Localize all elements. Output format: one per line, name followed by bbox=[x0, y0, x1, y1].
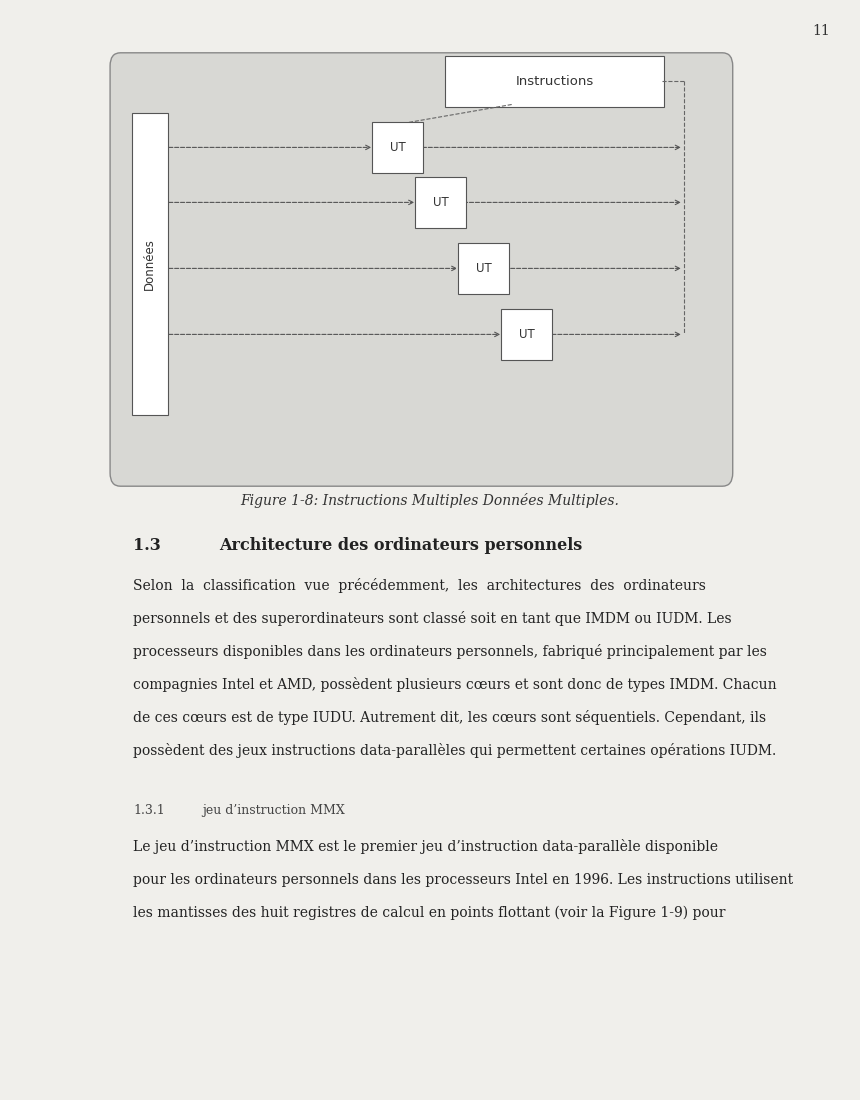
FancyBboxPatch shape bbox=[445, 56, 664, 107]
FancyBboxPatch shape bbox=[132, 113, 168, 415]
Text: jeu d’instruction MMX: jeu d’instruction MMX bbox=[202, 804, 345, 817]
Text: Données: Données bbox=[143, 238, 157, 290]
Text: UT: UT bbox=[433, 196, 449, 209]
Text: UT: UT bbox=[519, 328, 535, 341]
Text: Selon  la  classification  vue  précédemment,  les  architectures  des  ordinate: Selon la classification vue précédemment… bbox=[133, 578, 706, 593]
Text: UT: UT bbox=[390, 141, 406, 154]
Text: personnels et des superordinateurs sont classé soit en tant que IMDM ou IUDM. Le: personnels et des superordinateurs sont … bbox=[133, 610, 732, 626]
Text: Architecture des ordinateurs personnels: Architecture des ordinateurs personnels bbox=[219, 537, 582, 554]
Text: compagnies Intel et AMD, possèdent plusieurs cœurs et sont donc de types IMDM. C: compagnies Intel et AMD, possèdent plusi… bbox=[133, 676, 777, 692]
Text: pour les ordinateurs personnels dans les processeurs Intel en 1996. Les instruct: pour les ordinateurs personnels dans les… bbox=[133, 873, 794, 887]
Text: 1.3.1: 1.3.1 bbox=[133, 804, 165, 817]
Text: Le jeu d’instruction MMX est le premier jeu d’instruction data-parallèle disponi: Le jeu d’instruction MMX est le premier … bbox=[133, 839, 718, 855]
FancyBboxPatch shape bbox=[372, 122, 423, 173]
FancyBboxPatch shape bbox=[458, 243, 509, 294]
Text: les mantisses des huit registres de calcul en points flottant (voir la Figure 1-: les mantisses des huit registres de calc… bbox=[133, 905, 726, 921]
FancyBboxPatch shape bbox=[110, 53, 733, 486]
Text: possèdent des jeux instructions data-parallèles qui permettent certaines opérati: possèdent des jeux instructions data-par… bbox=[133, 742, 777, 758]
Text: processeurs disponibles dans les ordinateurs personnels, fabriqué principalement: processeurs disponibles dans les ordinat… bbox=[133, 644, 767, 659]
Text: Instructions: Instructions bbox=[516, 75, 593, 88]
FancyBboxPatch shape bbox=[415, 177, 466, 228]
Text: de ces cœurs est de type IUDU. Autrement dit, les cœurs sont séquentiels. Cepend: de ces cœurs est de type IUDU. Autrement… bbox=[133, 710, 766, 725]
Text: Figure 1-8: Instructions Multiples Données Multiples.: Figure 1-8: Instructions Multiples Donné… bbox=[241, 493, 619, 508]
Text: UT: UT bbox=[476, 262, 492, 275]
Text: 11: 11 bbox=[813, 24, 830, 37]
FancyBboxPatch shape bbox=[501, 309, 552, 360]
Text: 1.3: 1.3 bbox=[133, 537, 161, 554]
